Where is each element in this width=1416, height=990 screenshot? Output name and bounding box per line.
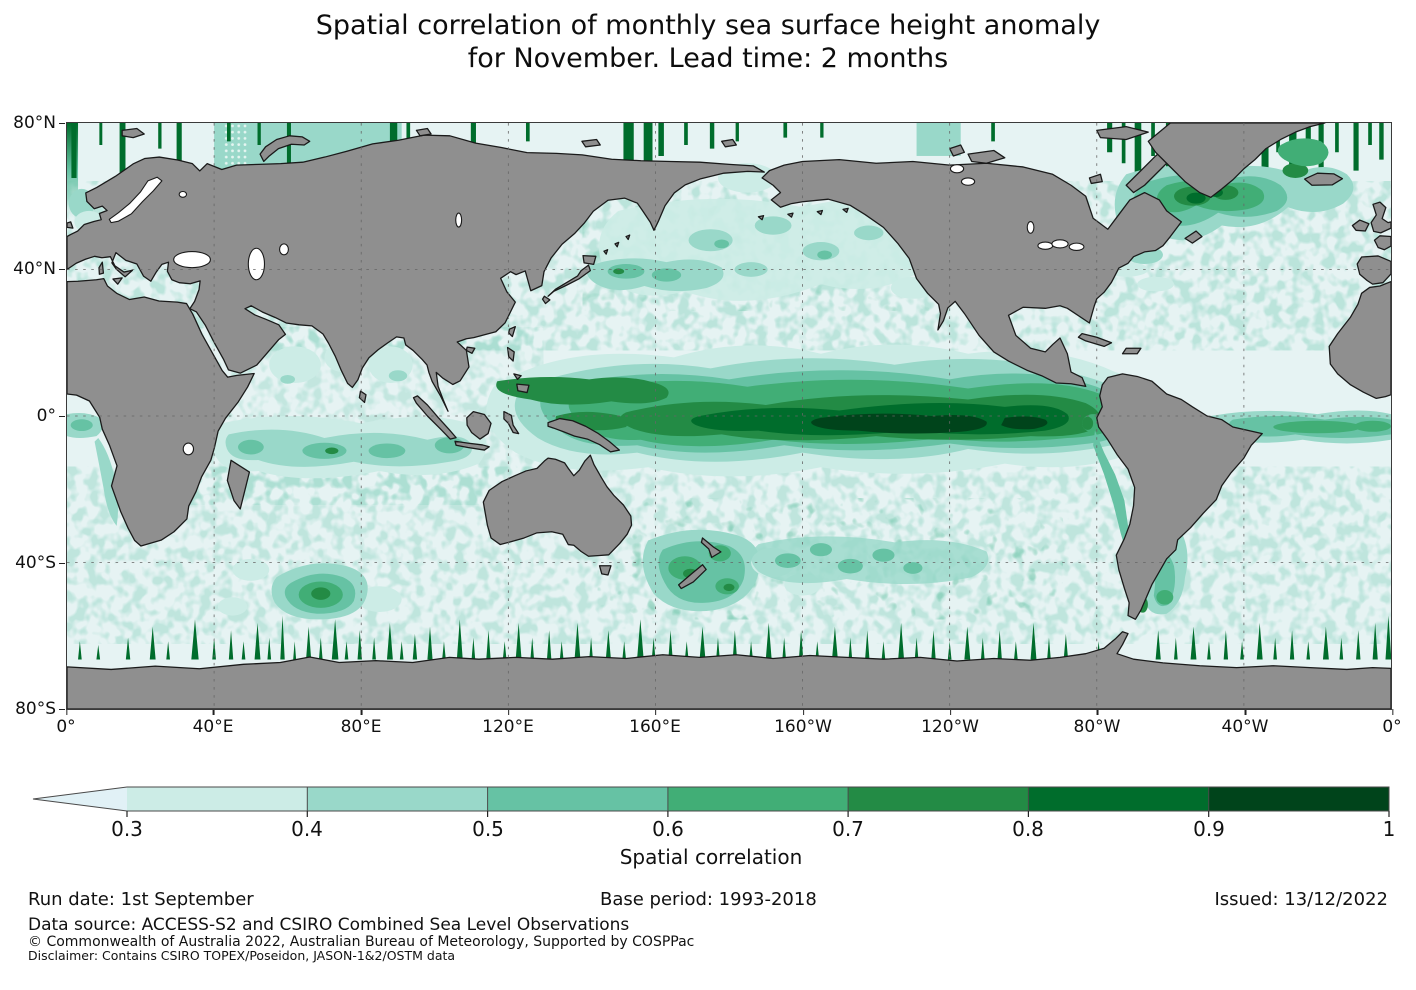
copyright-text: © Commonwealth of Australia 2022, Austra… [28,934,695,950]
lon-tick-label: 0° [1382,709,1402,737]
lon-tick-label: 80°E [340,709,382,737]
landmasses [67,123,1391,709]
disclaimer-text: Disclaimer: Contains CSIRO TOPEX/Poseido… [28,948,456,963]
lat-tick-label: 40°S [15,553,65,573]
colorbar-tick-label: 0.5 [472,817,504,841]
data-source-text: Data source: ACCESS-S2 and CSIRO Combine… [28,915,630,935]
world-correlation-map [66,122,1392,710]
chart-title-line2: for November. Lead time: 2 months [467,43,949,74]
colorbar-tick-label: 0.4 [291,817,323,841]
gridlines [67,123,1391,709]
lon-tick-label: 120°W [921,709,979,737]
base-period-text: Base period: 1993-2018 [600,889,817,910]
lon-tick-label: 120°E [482,709,534,737]
lon-tick-label: 80°W [1073,709,1121,737]
lat-tick-label: 80°N [13,113,65,133]
colorbar-tick-label: 0.8 [1012,817,1044,841]
colorbar-under-arrow [33,787,127,811]
colorbar-tick-label: 0.9 [1193,817,1225,841]
lon-tick-label: 0° [56,709,76,737]
colorbar-ticks [126,811,1390,817]
colorbar-tick-label: 0.6 [652,817,684,841]
issued-date-text: Issued: 13/12/2022 [1214,889,1388,910]
colorbar-axis-label: Spatial correlation [619,845,803,869]
map-svg [67,123,1391,709]
colorbar-segments [127,787,1389,811]
colorbar-tick-label: 0.7 [832,817,864,841]
lon-tick-label: 40°W [1221,709,1269,737]
colorbar-svg [32,786,1390,817]
lat-tick-label: 40°N [13,259,65,279]
lat-tick-label: 0° [36,406,66,426]
lon-tick-label: 160°W [774,709,832,737]
lon-tick-label: 160°E [629,709,681,737]
colorbar-tick-label: 1 [1382,817,1396,841]
colorbar [0,786,1416,818]
lat-tick-label: 80°S [15,699,65,719]
run-date-text: Run date: 1st September [28,889,254,910]
colorbar-outline [32,786,1390,812]
colorbar-tick-label: 0.3 [111,817,143,841]
chart-title-line1: Spatial correlation of monthly sea surfa… [315,10,1101,41]
lon-tick-label: 40°E [192,709,234,737]
